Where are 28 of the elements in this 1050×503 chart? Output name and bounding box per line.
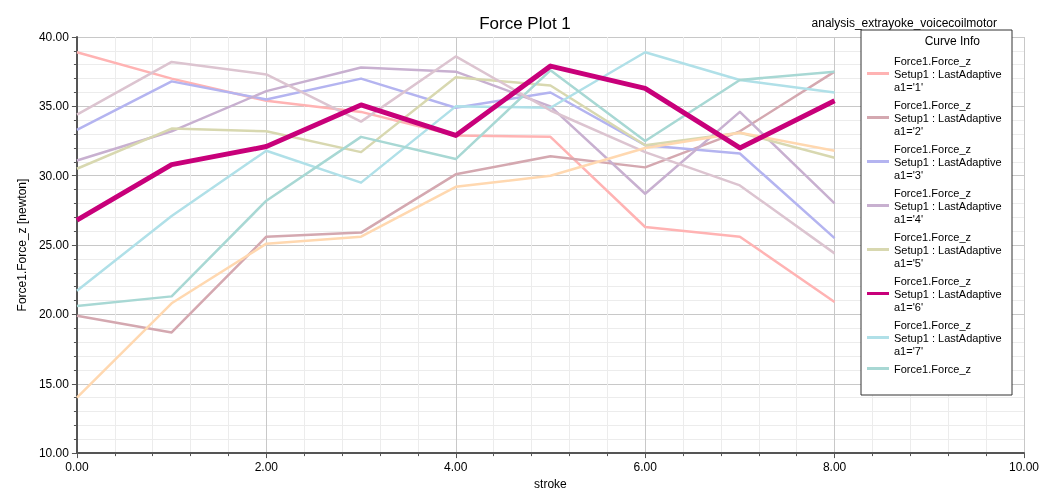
y-tick-label: 30.00 <box>38 168 70 183</box>
y-tick-label: 25.00 <box>38 238 70 253</box>
legend-label: Force1.Force_z Setup1 : LastAdaptive a1='3' <box>894 142 1002 181</box>
y-tick-label: 15.00 <box>38 376 70 391</box>
y-tick-label: 10.00 <box>38 446 70 461</box>
y-tick-label: 20.00 <box>38 307 70 322</box>
x-tick-label: 0.00 <box>65 460 89 475</box>
x-tick-label: 6.00 <box>633 460 658 475</box>
legend-title: Curve Info <box>924 34 981 48</box>
x-axis-title: stroke <box>534 477 568 491</box>
legend-label: Force1.Force_z Setup1 : LastAdaptive a1='6' <box>894 274 1002 313</box>
line-series <box>75 55 836 255</box>
x-tick-label: 2.00 <box>254 460 279 475</box>
line-series <box>75 131 836 399</box>
legend-label: Force1.Force_z Setup1 : LastAdaptive a1='2' <box>894 98 1002 137</box>
legend-label: Force1.Force_z Setup1 : LastAdaptive a1='5' <box>894 230 1002 269</box>
legend-label: Force1.Force_z <box>894 362 972 375</box>
x-tick-label: 10.00 <box>1008 460 1040 475</box>
x-tick-label: 4.00 <box>444 460 468 475</box>
x-tick-label: 8.00 <box>822 460 847 475</box>
legend-label: Force1.Force_z Setup1 : LastAdaptive a1='4' <box>894 186 1002 225</box>
y-tick-label: 35.00 <box>38 99 70 114</box>
y-axis-title: Force1.Force_z [newton] <box>15 178 29 312</box>
legend-label: Force1.Force_z Setup1 : LastAdaptive a1='1' <box>894 54 1002 93</box>
chart-title: Force Plot 1 <box>479 14 571 33</box>
chart-subtitle: analysis_extrayoke_voicecoilmotor <box>811 16 997 30</box>
legend-label: Force1.Force_z Setup1 : LastAdaptive a1='7' <box>894 318 1002 357</box>
y-tick-label: 40.00 <box>38 30 70 44</box>
